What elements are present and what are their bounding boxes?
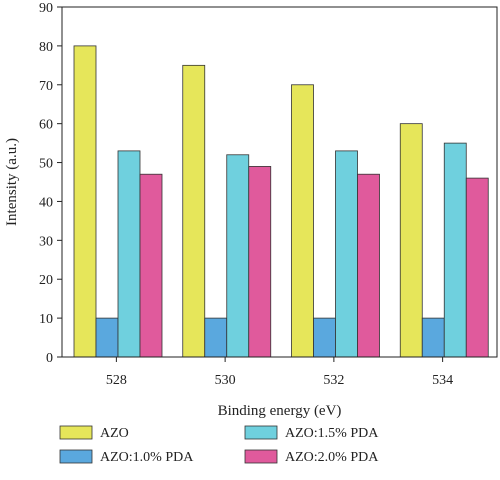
- legend-swatch-0: [59, 425, 93, 440]
- bar-532-series-1: [313, 317, 336, 358]
- bar-532-series-2: [335, 150, 358, 358]
- bar-528-series-0: [73, 45, 97, 358]
- bar-532-series-3: [357, 173, 380, 358]
- bar-528-series-3: [139, 173, 163, 358]
- y-tick-label: 90: [39, 1, 53, 16]
- y-axis-ticks: 0 10 20 30 40 50 60 70 80 90: [39, 1, 62, 366]
- legend-swatch-1: [59, 449, 93, 464]
- y-tick-label: 80: [39, 40, 53, 55]
- x-tick-label: 528: [106, 373, 127, 388]
- y-tick-label: 20: [39, 273, 53, 288]
- legend-label-1: AZO:1.0% PDA: [100, 450, 194, 465]
- bar-534-series-2: [443, 142, 467, 358]
- legend-label-0: AZO: [100, 426, 129, 441]
- bars-layer: [73, 45, 489, 358]
- y-tick-label: 70: [39, 79, 53, 94]
- legend-label-2: AZO:1.5% PDA: [285, 426, 379, 441]
- bar-530-series-0: [182, 64, 206, 358]
- bar-528-series-2: [117, 150, 141, 358]
- y-tick-label: 30: [39, 234, 53, 249]
- y-axis-title: Intensity (a.u.): [4, 138, 20, 226]
- legend-swatch-3: [244, 449, 278, 464]
- y-tick-label: 50: [39, 157, 53, 172]
- x-axis-title: Binding energy (eV): [218, 403, 342, 419]
- bar-532-series-0: [291, 84, 314, 358]
- bar-530-series-1: [204, 317, 228, 358]
- bar-530-series-3: [248, 166, 272, 358]
- bar-534-series-0: [399, 123, 423, 358]
- legend-label-3: AZO:2.0% PDA: [285, 450, 379, 465]
- x-tick-label: 534: [432, 373, 453, 388]
- plot-area-frame: [61, 6, 498, 358]
- legend-swatch-2: [244, 425, 278, 440]
- bar-534-series-1: [421, 317, 445, 358]
- x-tick-label: 530: [215, 373, 236, 388]
- bar-534-series-3: [465, 177, 489, 358]
- y-tick-label: 10: [39, 312, 53, 327]
- bar-530-series-2: [226, 154, 250, 358]
- y-tick-label: 60: [39, 118, 53, 133]
- x-axis-ticks: 528 530 532 534: [106, 357, 453, 388]
- y-tick-label: 40: [39, 195, 53, 210]
- bar-528-series-1: [95, 317, 119, 358]
- legend: AZO AZO:1.0% PDA AZO:1.5% PDA AZO:2.0% PDA: [59, 425, 379, 465]
- y-tick-label: 0: [46, 351, 53, 366]
- x-tick-label: 532: [323, 373, 344, 388]
